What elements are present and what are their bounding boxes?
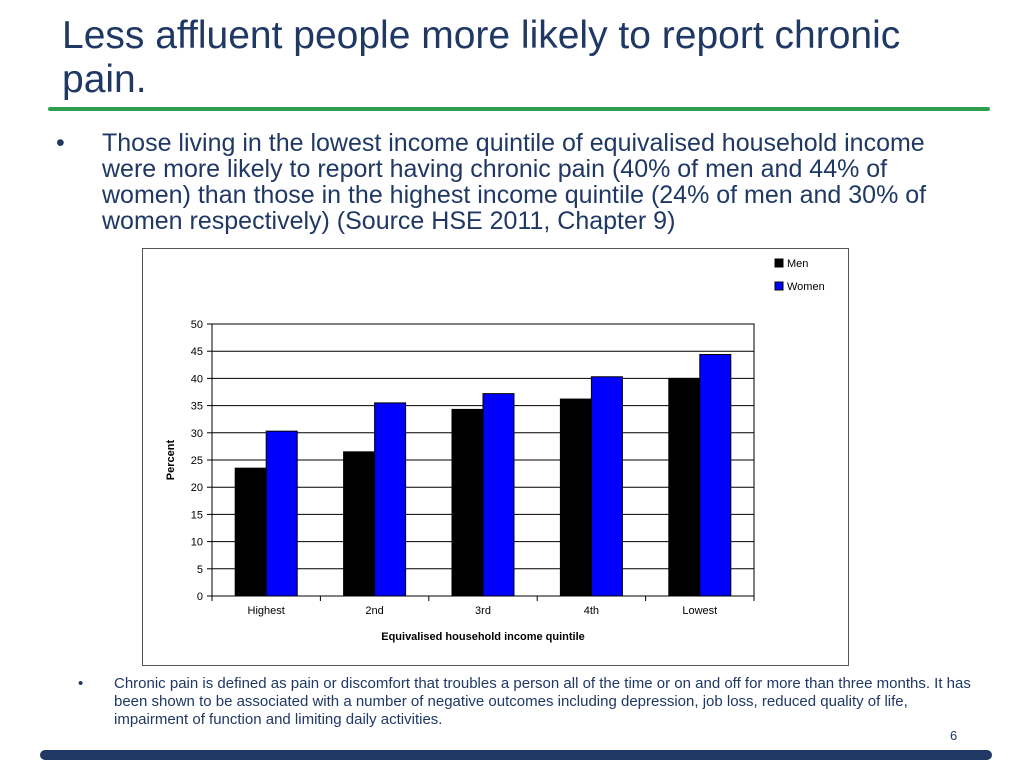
definition-bullet: • Chronic pain is defined as pain or dis…	[48, 675, 983, 729]
main-bullet-text: Those living in the lowest income quinti…	[102, 129, 927, 235]
y-tick-label: 50	[191, 319, 203, 331]
legend-label-men: Men	[787, 258, 808, 270]
x-tick-label: 3rd	[475, 605, 491, 617]
chart-frame: 0 5 10 15 20 25 30 35 40 45 50 Highest 2nd 3rd 4th Lowe…	[142, 248, 849, 666]
y-tick-label: 25	[191, 455, 203, 467]
y-tick-label: 10	[191, 537, 203, 549]
bar-men	[559, 398, 592, 597]
page-number: 6	[950, 728, 958, 743]
bar-men	[668, 377, 701, 597]
bar-women	[590, 376, 623, 597]
bullet-marker: •	[78, 675, 84, 692]
bar-women	[699, 353, 732, 597]
bar-men	[343, 451, 376, 597]
y-tick-label: 45	[191, 346, 203, 358]
y-tick-label: 35	[191, 401, 203, 413]
x-tick-label: Highest	[248, 605, 285, 617]
bullet-marker: •	[56, 129, 65, 157]
bar-chart: 0 5 10 15 20 25 30 35 40 45 50 Highest 2nd 3rd 4th Lowe…	[165, 258, 825, 643]
footer-bar	[40, 750, 992, 760]
legend-swatch-women	[774, 281, 784, 291]
bar-women	[374, 402, 407, 597]
y-axis-label: Percent	[165, 439, 177, 480]
y-tick-label: 15	[191, 509, 203, 521]
y-tick-label: 0	[197, 591, 203, 603]
y-tick-label: 5	[197, 564, 203, 576]
legend-label-women: Women	[787, 281, 825, 293]
bar-women	[482, 393, 515, 597]
y-tick-label: 30	[191, 428, 203, 440]
y-tick-label: 20	[191, 482, 203, 494]
x-tick-label: 2nd	[365, 605, 383, 617]
plot-frame	[211, 323, 755, 597]
x-tick-label: 4th	[584, 605, 599, 617]
bar-women	[265, 430, 298, 597]
definition-text: Chronic pain is defined as pain or disco…	[114, 675, 971, 728]
x-tick-label: Lowest	[682, 605, 717, 617]
title-underline	[48, 107, 990, 111]
main-bullet: • Those living in the lowest income quin…	[48, 130, 978, 234]
slide-title: Less affluent people more likely to repo…	[62, 14, 901, 101]
legend-swatch-men	[774, 258, 784, 268]
x-axis-label: Equivalised household income quintile	[381, 631, 585, 643]
bar-men	[234, 467, 267, 597]
y-tick-label: 40	[191, 373, 203, 385]
bar-men	[451, 408, 484, 597]
